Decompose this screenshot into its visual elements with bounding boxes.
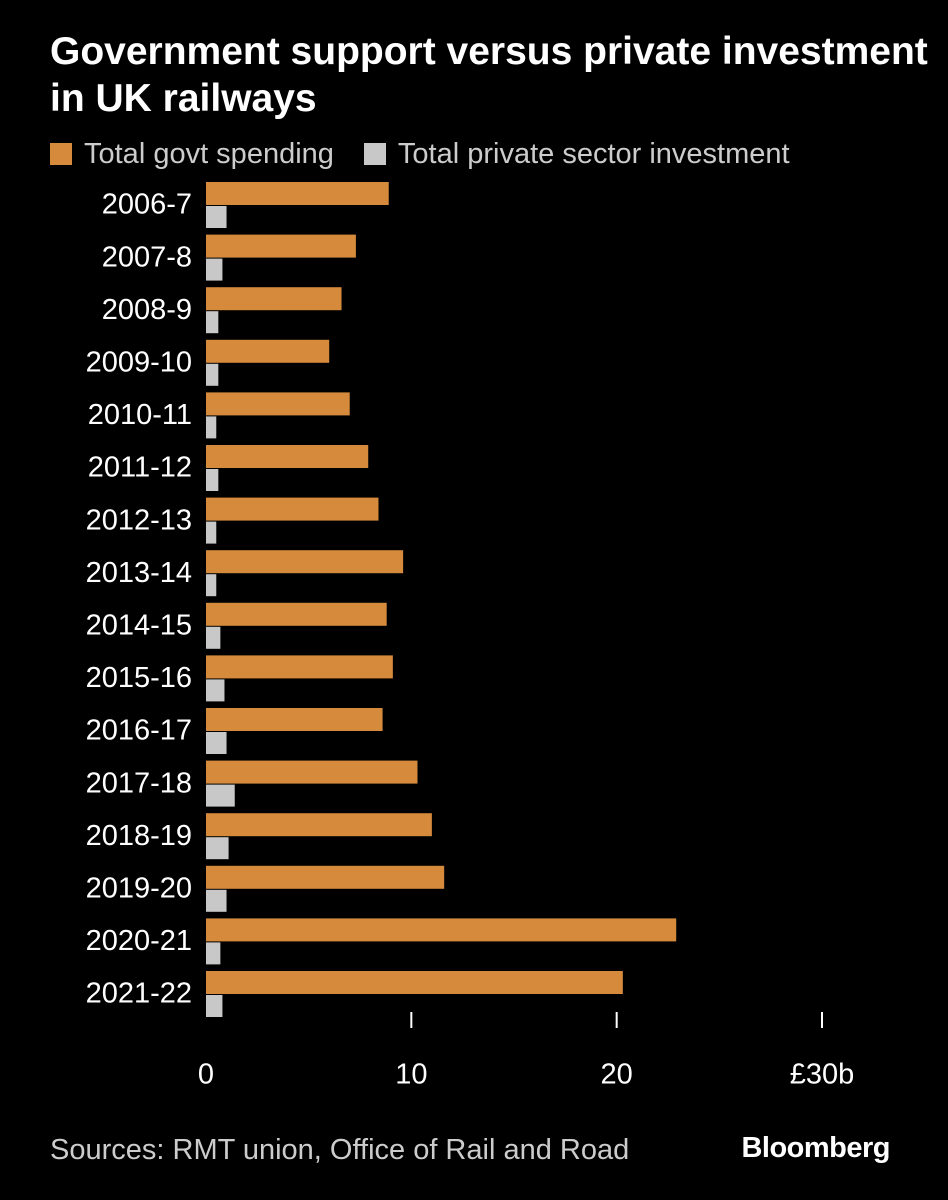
bar-private-investment [206,469,219,491]
category-label: 2007-8 [102,241,192,273]
bar-govt-spending [206,602,387,626]
legend-item-govt: Total govt spending [50,138,334,171]
source-note: Sources: RMT union, Office of Rail and R… [50,1134,630,1166]
bloomberg-logo: Bloomberg [741,1132,890,1164]
x-tick-label: 20 [601,1059,633,1091]
bar-govt-spending [206,708,383,731]
bar-private-investment [206,363,219,386]
bar-govt-spending [206,655,393,679]
chart-title: Government support versus private invest… [50,30,928,120]
bar-private-investment [206,416,217,439]
bar-govt-spending [206,918,677,942]
category-label: 2016-17 [86,715,192,747]
x-tick-label: 10 [395,1059,427,1091]
bar-govt-spending [206,392,350,416]
bar-private-investment [206,574,217,597]
bar-govt-spending [206,865,445,889]
bar-private-investment [206,521,217,544]
category-label: 2020-21 [86,925,192,957]
category-label: 2018-19 [86,820,192,852]
bar-govt-spending [206,287,342,311]
bar-govt-spending [206,550,404,574]
category-label: 2019-20 [86,872,192,904]
x-tick-label: 0 [198,1059,214,1091]
category-label: 2015-16 [86,662,192,694]
bar-govt-spending [206,339,330,363]
category-label: 2021-22 [86,978,192,1010]
bar-private-investment [206,732,227,754]
bar-private-investment [206,311,219,334]
legend-label-govt: Total govt spending [84,137,334,170]
category-label: 2006-7 [102,189,192,221]
category-label: 2017-18 [86,767,192,799]
bar-private-investment [206,889,227,912]
bar-private-investment [206,206,227,228]
bar-private-investment [206,995,223,1017]
bar-private-investment [206,679,225,702]
bar-private-investment [206,837,229,860]
bar-private-investment [206,942,221,965]
category-label: 2009-10 [86,346,192,378]
bar-private-investment [206,258,223,281]
bar-govt-spending [206,445,369,468]
legend-swatch-private [363,143,386,165]
legend-item-private: Total private sector investment [363,137,790,171]
bar-govt-spending [206,497,379,521]
bar-govt-spending [206,234,356,258]
x-tick-label: £30b [790,1059,855,1091]
bar-govt-spending [206,813,432,837]
category-label: 2013-14 [86,557,192,589]
category-label: 2014-15 [86,609,192,641]
category-label: 2012-13 [86,504,192,536]
bar-govt-spending [206,182,389,205]
category-label: 2011-12 [88,452,192,484]
bar-govt-spending [206,760,418,784]
category-label: 2010-11 [88,399,192,431]
category-label: 2008-9 [102,294,192,326]
bar-private-investment [206,626,221,649]
bar-private-investment [206,784,235,807]
legend: Total govt spending Total private sector… [50,136,820,172]
legend-swatch-govt [50,143,72,165]
bar-govt-spending [206,971,623,994]
legend-label-private: Total private sector investment [397,137,790,170]
